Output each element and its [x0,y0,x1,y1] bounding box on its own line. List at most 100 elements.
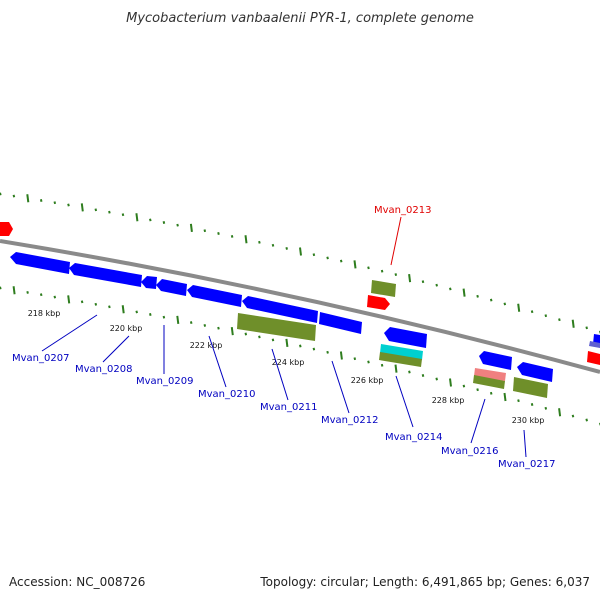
gene-label[interactable]: Mvan_0211 [260,402,317,413]
minor-tick [339,259,343,263]
rna-feature[interactable] [367,295,390,310]
major-tick [230,326,234,336]
minor-tick [380,363,384,367]
olive-feature[interactable] [513,377,548,398]
minor-tick [217,326,220,330]
minor-tick [585,326,588,330]
leader-line [41,314,98,352]
major-tick [12,286,16,295]
cds-feature[interactable] [242,296,318,323]
minor-tick [380,269,384,273]
scale-label: 224 kbp [272,358,305,367]
gene-label[interactable]: Mvan_0214 [385,432,442,443]
minor-tick [149,218,152,222]
olive-feature[interactable] [371,280,396,297]
outer-scale-track [0,192,600,334]
cds-feature[interactable] [156,279,187,296]
gene-label[interactable]: Mvan_0212 [321,415,378,426]
gene-label[interactable]: Mvan_0217 [498,459,555,470]
minor-tick [0,192,2,196]
minor-tick [558,318,561,322]
gene-label[interactable]: Mvan_0208 [75,364,132,375]
minor-tick [489,298,493,302]
minor-tick [408,370,411,374]
minor-tick [108,305,111,309]
minor-tick [435,377,438,381]
olive-feature[interactable] [473,375,505,389]
gene-label[interactable]: Mvan_0210 [198,389,255,400]
minor-tick [12,194,16,198]
minor-tick [162,221,166,224]
minor-tick [39,199,43,202]
minor-tick [94,302,98,306]
cds-feature[interactable] [517,362,553,382]
leader-line [395,375,414,428]
minor-tick [258,240,261,244]
major-tick [517,303,521,312]
rna-feature[interactable] [587,351,600,365]
minor-tick [149,313,152,316]
minor-tick [162,315,166,319]
minor-tick [67,203,70,207]
minor-tick [435,283,438,287]
leader-line [470,398,486,444]
feature-track [0,222,600,398]
pink-feature[interactable] [474,368,506,381]
gene-label[interactable]: Mvan_0216 [441,446,498,457]
scale-labels: 218 kbp 220 kbp 222 kbp 224 kbp 226 kbp … [28,309,545,425]
major-tick [503,392,507,402]
olive-feature[interactable] [379,352,422,367]
major-tick [176,315,180,325]
cds-feature[interactable] [187,285,242,307]
olive-feature[interactable] [237,313,316,341]
minor-tick [585,418,588,422]
minor-tick [312,253,316,257]
cds-feature[interactable] [319,312,362,334]
minor-tick [176,223,179,227]
gene-label[interactable]: Mvan_0209 [136,376,193,387]
minor-tick [0,286,2,290]
cyan-feature[interactable] [380,344,423,360]
leader-line [102,335,130,363]
leader-line [208,335,227,388]
gene-label[interactable]: Mvan_0207 [12,353,69,364]
cds-feature[interactable] [69,263,142,287]
major-tick [26,194,30,203]
minor-tick [217,232,220,235]
rna-feature[interactable] [0,222,13,236]
scale-label: 220 kbp [110,324,143,333]
minor-tick [517,399,520,403]
minor-tick [462,384,466,388]
scale-label: 230 kbp [512,416,545,425]
scale-label: 222 kbp [190,341,223,350]
major-tick [571,319,575,328]
minor-tick [203,323,207,327]
minor-tick [544,314,548,318]
major-tick [189,223,193,233]
minor-tick [53,295,57,299]
major-tick [558,408,562,417]
cds-feature[interactable] [479,351,512,370]
cds-feature[interactable] [141,276,157,289]
minor-tick [53,201,57,205]
minor-tick [203,229,207,233]
gene-label[interactable]: Mvan_0213 [374,205,431,216]
minor-tick [94,208,98,212]
minor-tick [544,406,548,410]
scale-label: 218 kbp [28,309,61,318]
major-tick [339,351,343,360]
cds-feature[interactable] [10,252,70,274]
scale-label: 226 kbp [351,376,384,385]
leader-line [390,216,402,266]
minor-tick [121,213,125,217]
genome-backbone [0,239,600,374]
cds-feature[interactable] [384,327,427,348]
major-tick [135,213,139,222]
minor-tick [271,243,275,247]
minor-tick [571,414,575,418]
minor-tick [135,310,138,314]
cds-feature[interactable] [589,341,600,348]
leader-line [271,348,289,401]
major-tick [408,273,412,283]
